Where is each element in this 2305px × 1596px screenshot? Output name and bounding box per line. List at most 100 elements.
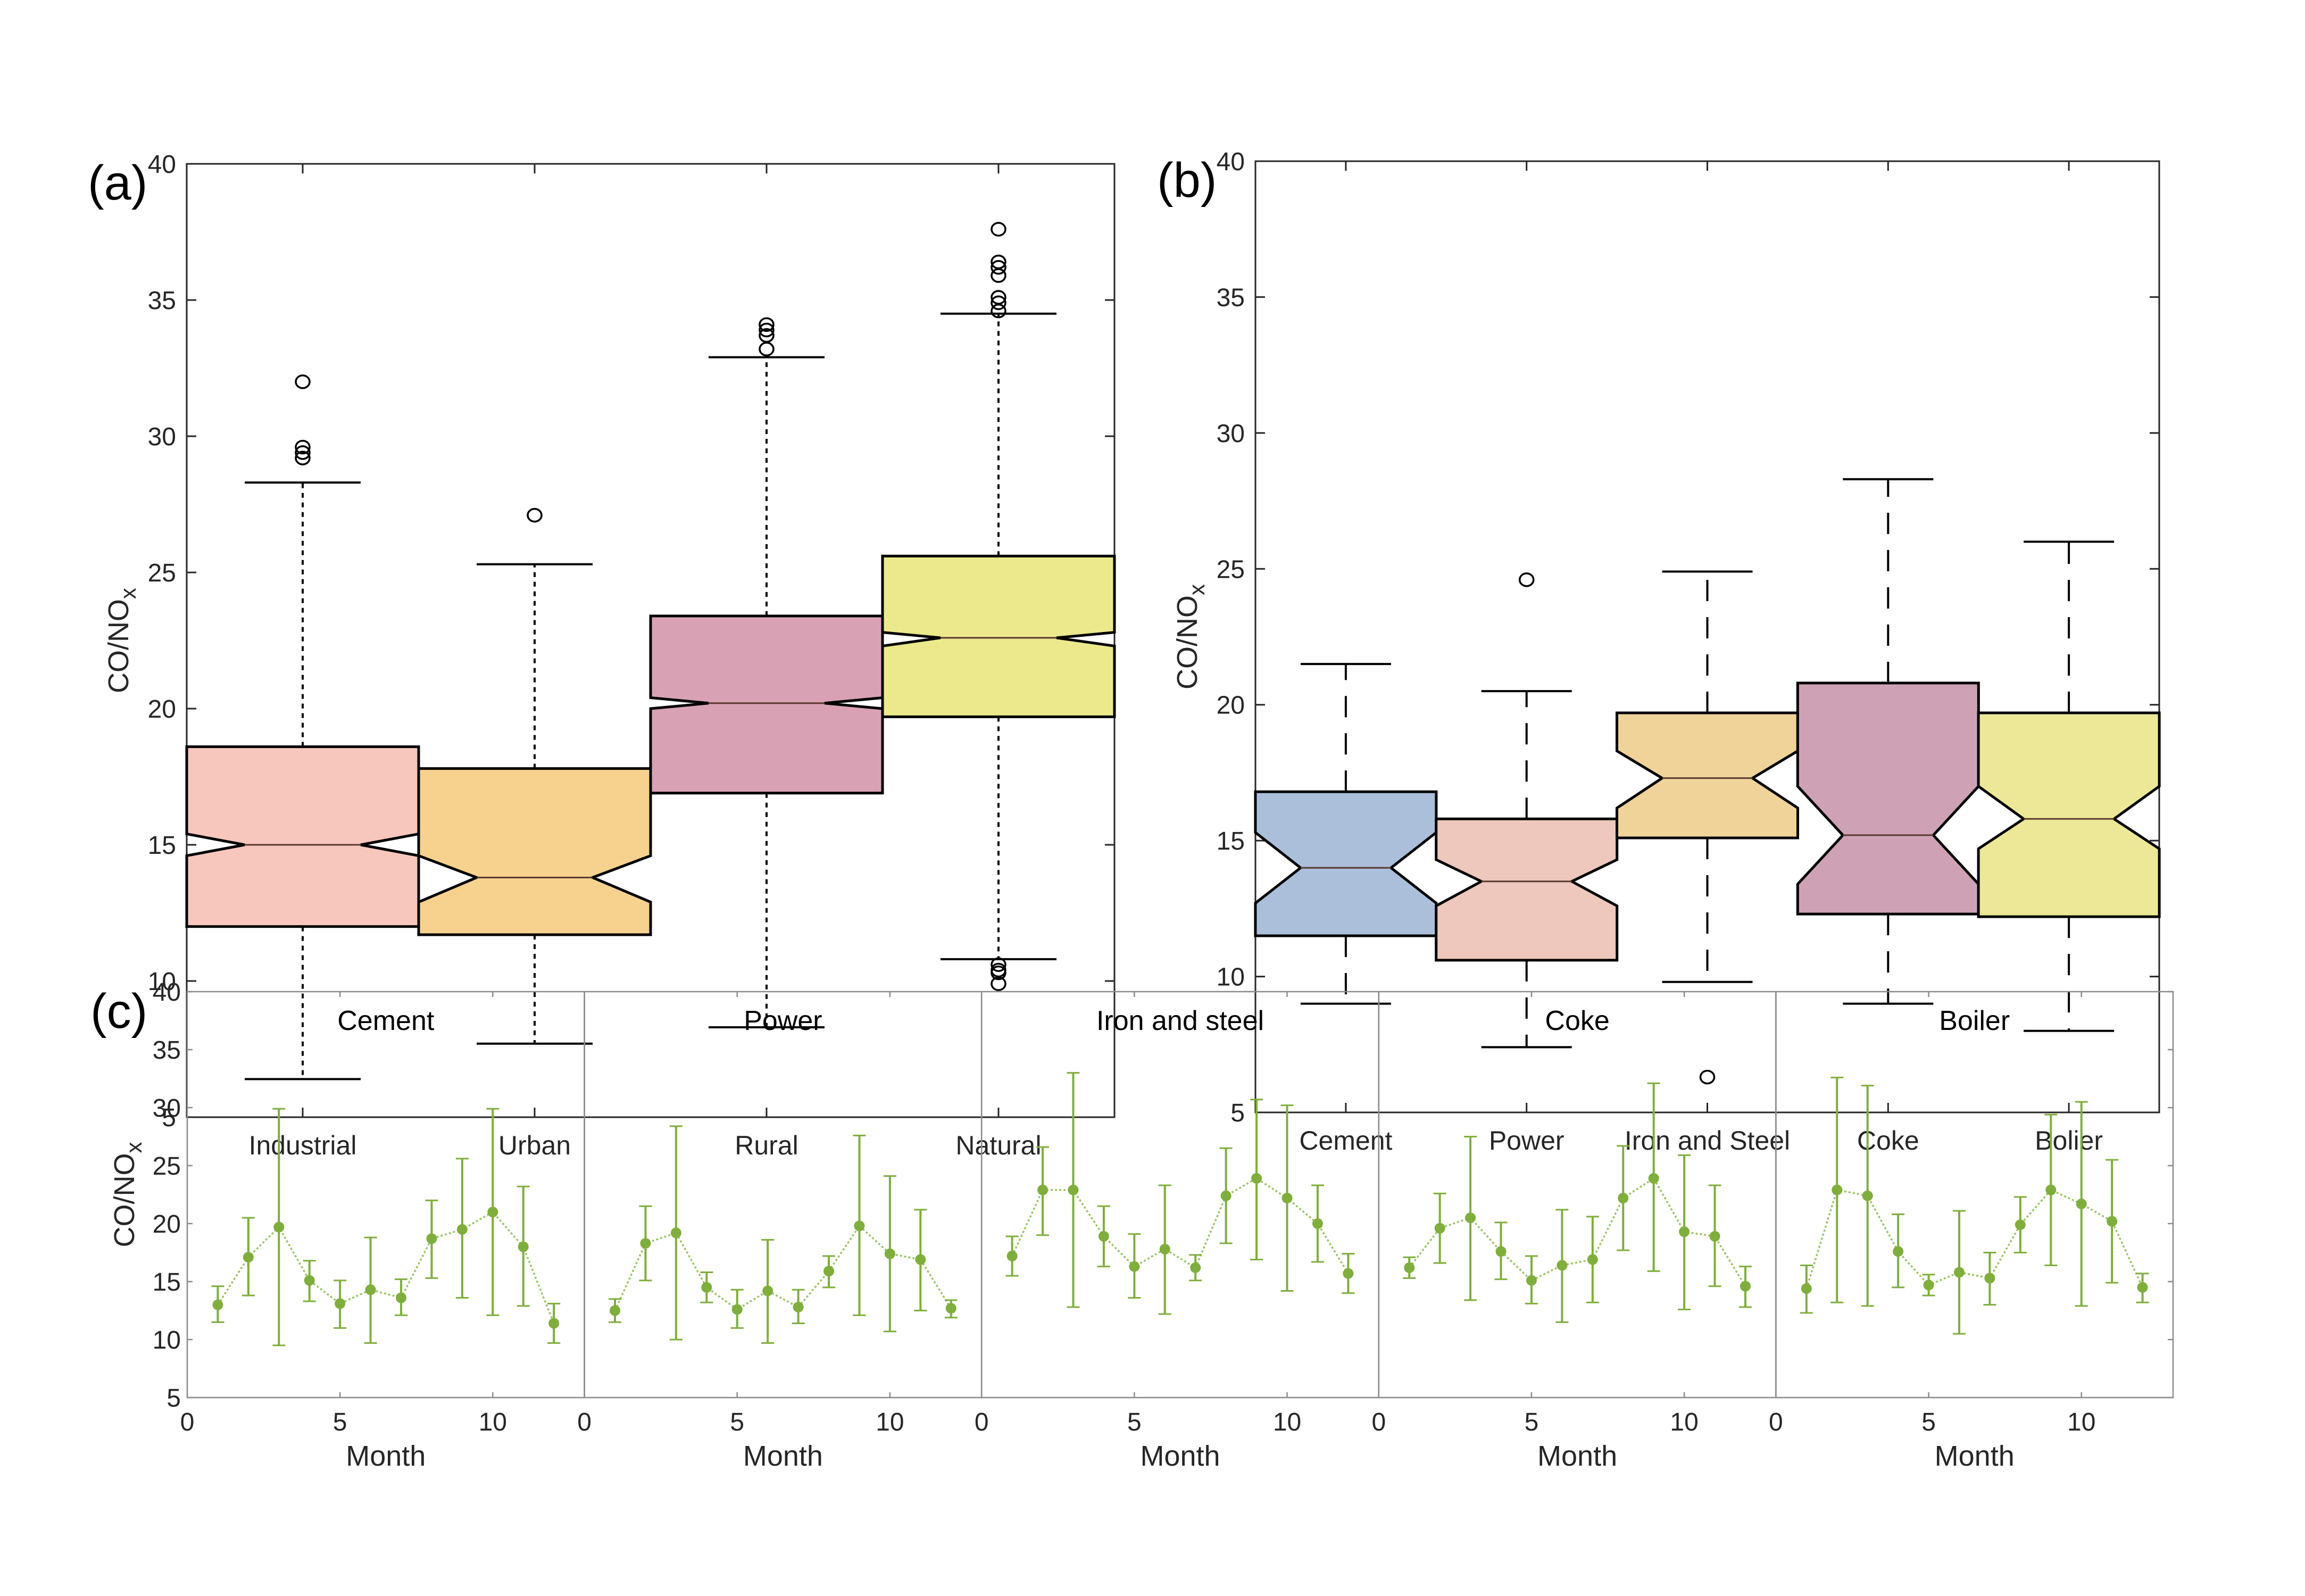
x-tick-label: 5 xyxy=(1921,1408,1936,1436)
y-tick-label: 10 xyxy=(1217,963,1245,992)
outlier-point xyxy=(991,268,1006,283)
y-tick-label: 25 xyxy=(1217,555,1245,584)
data-point xyxy=(2015,1219,2026,1231)
y-tick-label: 5 xyxy=(162,1104,176,1132)
x-tick-label: 5 xyxy=(1127,1408,1142,1436)
x-category-label: Urban xyxy=(498,1130,571,1160)
y-axis-label: CO/NOx xyxy=(1171,584,1209,689)
y-tick-label: 35 xyxy=(153,1036,181,1065)
y-axis-label-main: CO/NO xyxy=(109,1153,140,1247)
data-point xyxy=(1251,1173,1262,1184)
data-point xyxy=(1495,1246,1507,1257)
box-body xyxy=(185,745,420,928)
subplot-boiler: 0 5 10 Month Boiler xyxy=(1769,991,2174,1472)
box-bolier: Bolier xyxy=(1977,161,2161,1156)
data-point xyxy=(1953,1267,1965,1278)
y-tick-label: 15 xyxy=(1217,827,1245,855)
data-point xyxy=(731,1304,743,1315)
panel-letter: (c) xyxy=(90,984,147,1038)
outlier-point xyxy=(759,342,775,356)
outlier-point xyxy=(295,445,311,460)
data-point xyxy=(884,1248,895,1259)
x-tick-label: 10 xyxy=(1273,1408,1301,1436)
data-point xyxy=(1679,1226,1690,1237)
outlier-point xyxy=(759,317,775,332)
box-body xyxy=(1254,790,1438,937)
x-tick-label: 5 xyxy=(333,1408,347,1436)
y-tick-label: 15 xyxy=(148,832,176,860)
x-axis-label: Month xyxy=(1537,1440,1617,1472)
data-point xyxy=(365,1284,376,1295)
axes-frame xyxy=(1775,991,2174,1399)
data-point xyxy=(426,1233,437,1244)
box-cement: Cement xyxy=(1254,161,1438,1156)
box-body xyxy=(417,767,652,936)
series-line xyxy=(614,1224,952,1311)
data-point xyxy=(518,1241,529,1252)
y-tick-label: 40 xyxy=(153,978,181,1007)
data-point xyxy=(1801,1283,1812,1294)
data-point xyxy=(2076,1198,2087,1209)
x-axis-label: Month xyxy=(743,1440,823,1472)
x-tick-label: 0 xyxy=(975,1408,989,1436)
y-tick-label: 25 xyxy=(153,1152,181,1181)
data-point xyxy=(1832,1184,1843,1195)
data-point xyxy=(1648,1173,1659,1184)
data-point xyxy=(701,1282,712,1293)
data-point xyxy=(335,1298,346,1309)
subplot-title: Iron and steel xyxy=(1096,1005,1264,1036)
data-point xyxy=(396,1292,407,1303)
data-point xyxy=(456,1224,468,1235)
y-tick-label: 5 xyxy=(1230,1099,1245,1127)
outlier-point xyxy=(991,976,1006,991)
data-point xyxy=(670,1227,681,1238)
panel-letter: (b) xyxy=(1157,153,1217,207)
data-point xyxy=(793,1301,804,1312)
y-tick-label: 20 xyxy=(148,695,176,724)
subplot-power: 0 5 10 Month Power xyxy=(577,991,983,1472)
x-category-label: Industrial xyxy=(249,1130,357,1160)
data-point xyxy=(1984,1273,1995,1284)
box-body xyxy=(1616,711,1799,839)
axes-frame xyxy=(1378,991,1777,1399)
data-point xyxy=(1037,1184,1049,1195)
outlier-point xyxy=(991,260,1006,275)
x-category-label: Coke xyxy=(1857,1126,1919,1156)
x-tick-label: 10 xyxy=(2067,1408,2095,1436)
subplot-title: Cement xyxy=(337,1005,435,1036)
data-point xyxy=(1404,1262,1415,1273)
subplot-title: Power xyxy=(744,1005,822,1036)
data-point xyxy=(243,1252,254,1263)
data-point xyxy=(273,1221,285,1233)
data-point xyxy=(1923,1279,1934,1291)
y-axis-label: CO/NOx xyxy=(103,588,140,693)
data-point xyxy=(610,1305,621,1316)
data-point xyxy=(1098,1231,1109,1242)
series-line xyxy=(1408,1177,1746,1287)
x-tick-label: 0 xyxy=(1371,1408,1386,1436)
data-point xyxy=(2107,1216,2118,1227)
data-point xyxy=(1068,1184,1079,1195)
box-body xyxy=(1977,711,2161,918)
y-tick-label: 35 xyxy=(1217,284,1245,312)
data-point xyxy=(212,1299,223,1310)
data-point xyxy=(1312,1218,1323,1229)
outlier-point xyxy=(991,303,1006,319)
y-axis-label-main: CO/NO xyxy=(103,599,135,693)
axes-frame xyxy=(186,163,1116,1118)
outlier-point xyxy=(295,374,311,389)
data-point xyxy=(823,1266,835,1277)
x-axis-label: Month xyxy=(1140,1440,1220,1472)
data-point xyxy=(640,1238,651,1249)
x-tick-label: 10 xyxy=(1670,1408,1698,1436)
data-point xyxy=(1190,1262,1201,1273)
x-axis-label: Month xyxy=(346,1440,426,1472)
x-category-label: Rural xyxy=(735,1130,798,1160)
data-point xyxy=(2137,1282,2148,1293)
box-body xyxy=(881,554,1116,718)
data-point xyxy=(1129,1261,1140,1272)
outlier-point xyxy=(991,957,1006,972)
y-axis-label-subscript: x xyxy=(121,1142,146,1153)
data-point xyxy=(1282,1193,1293,1204)
x-category-label: Iron and Steel xyxy=(1625,1126,1790,1156)
